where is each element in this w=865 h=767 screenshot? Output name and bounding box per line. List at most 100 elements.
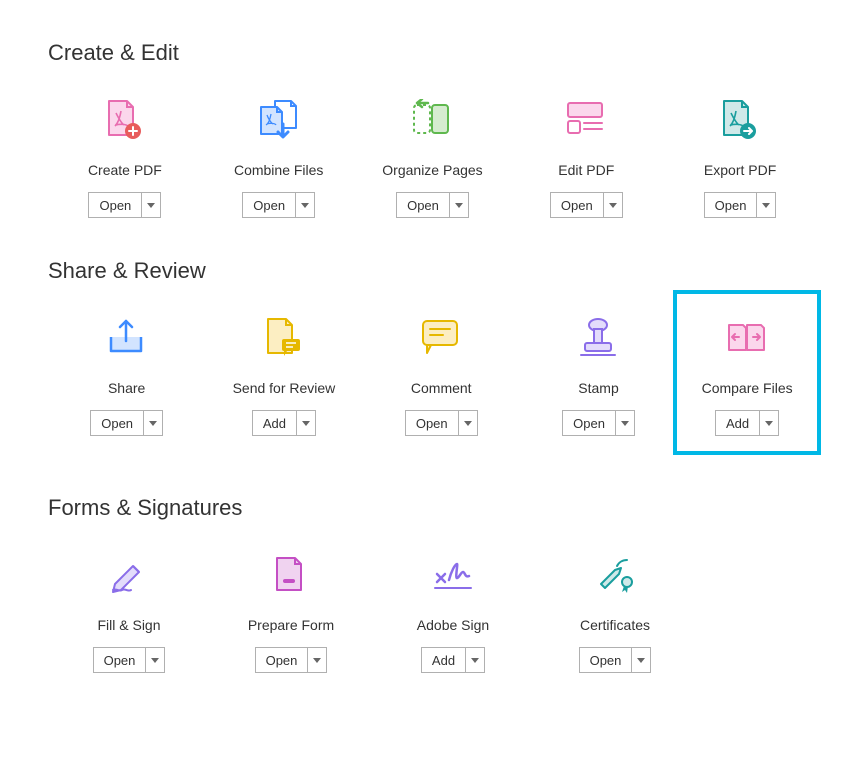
tool-label: Certificates bbox=[580, 617, 650, 633]
organize-pages-icon bbox=[410, 96, 454, 144]
open-button[interactable]: Open bbox=[256, 648, 309, 672]
comment-icon bbox=[419, 314, 463, 362]
action-split-button: Open bbox=[90, 410, 163, 436]
action-split-button: Open bbox=[550, 192, 623, 218]
chevron-down-icon bbox=[301, 203, 309, 208]
open-button[interactable]: Open bbox=[94, 648, 147, 672]
open-button[interactable]: Open bbox=[563, 411, 616, 435]
tool-create-pdf[interactable]: Create PDF Open bbox=[48, 96, 202, 218]
action-split-button: Open bbox=[93, 647, 166, 673]
open-button[interactable]: Open bbox=[397, 193, 450, 217]
tool-label: Create PDF bbox=[88, 162, 162, 178]
tool-label: Combine Files bbox=[234, 162, 323, 178]
tool-stamp[interactable]: Stamp Open bbox=[520, 314, 677, 455]
open-button[interactable]: Open bbox=[580, 648, 633, 672]
dropdown-caret-button[interactable] bbox=[450, 193, 468, 217]
tool-share[interactable]: Share Open bbox=[48, 314, 205, 455]
send-review-icon bbox=[262, 314, 306, 362]
open-button[interactable]: Open bbox=[91, 411, 144, 435]
create-pdf-icon bbox=[103, 96, 147, 144]
chevron-down-icon bbox=[621, 421, 629, 426]
open-button[interactable]: Open bbox=[551, 193, 604, 217]
tool-adobe-sign[interactable]: Adobe Sign Add bbox=[372, 551, 534, 673]
section-title: Create & Edit bbox=[48, 40, 817, 66]
tool-export-pdf[interactable]: Export PDF Open bbox=[663, 96, 817, 218]
open-button[interactable]: Open bbox=[89, 193, 142, 217]
dropdown-caret-button[interactable] bbox=[757, 193, 775, 217]
tool-comment[interactable]: Comment Open bbox=[363, 314, 520, 455]
action-split-button: Open bbox=[242, 192, 315, 218]
action-split-button: Open bbox=[579, 647, 652, 673]
stamp-icon bbox=[577, 314, 621, 362]
dropdown-caret-button[interactable] bbox=[632, 648, 650, 672]
action-split-button: Open bbox=[255, 647, 328, 673]
dropdown-caret-button[interactable] bbox=[459, 411, 477, 435]
tool-label: Edit PDF bbox=[558, 162, 614, 178]
action-split-button: Add bbox=[715, 410, 779, 436]
tool-certificates[interactable]: Certificates Open bbox=[534, 551, 696, 673]
open-button[interactable]: Open bbox=[406, 411, 459, 435]
compare-files-icon bbox=[725, 314, 769, 362]
add-button[interactable]: Add bbox=[422, 648, 466, 672]
action-split-button: Open bbox=[704, 192, 777, 218]
tool-send-review[interactable]: Send for Review Add bbox=[205, 314, 362, 455]
action-split-button: Open bbox=[562, 410, 635, 436]
chevron-down-icon bbox=[762, 203, 770, 208]
add-button[interactable]: Add bbox=[253, 411, 297, 435]
tool-label: Send for Review bbox=[233, 380, 336, 396]
tool-label: Prepare Form bbox=[248, 617, 334, 633]
tool-label: Share bbox=[108, 380, 145, 396]
tool-compare-files[interactable]: Compare FilesAdd bbox=[673, 290, 821, 455]
tool-label: Adobe Sign bbox=[417, 617, 489, 633]
action-split-button: Open bbox=[88, 192, 161, 218]
combine-files-icon bbox=[257, 96, 301, 144]
tool-fill-sign[interactable]: Fill & Sign Open bbox=[48, 551, 210, 673]
tool-organize-pages[interactable]: Organize Pages Open bbox=[356, 96, 510, 218]
dropdown-caret-button[interactable] bbox=[146, 648, 164, 672]
fill-sign-icon bbox=[107, 551, 151, 599]
tool-label: Fill & Sign bbox=[97, 617, 160, 633]
chevron-down-icon bbox=[151, 658, 159, 663]
action-split-button: Open bbox=[405, 410, 478, 436]
tool-label: Export PDF bbox=[704, 162, 776, 178]
certificates-icon bbox=[593, 551, 637, 599]
dropdown-caret-button[interactable] bbox=[144, 411, 162, 435]
action-split-button: Open bbox=[396, 192, 469, 218]
chevron-down-icon bbox=[313, 658, 321, 663]
dropdown-caret-button[interactable] bbox=[466, 648, 484, 672]
section-title: Share & Review bbox=[48, 258, 817, 284]
dropdown-caret-button[interactable] bbox=[296, 193, 314, 217]
action-split-button: Add bbox=[421, 647, 485, 673]
adobe-sign-icon bbox=[431, 551, 475, 599]
dropdown-caret-button[interactable] bbox=[297, 411, 315, 435]
tool-row: Create PDFOpenCombine FilesOpenOrganize … bbox=[48, 96, 817, 218]
tool-row: ShareOpenSend for ReviewAddCommentOpenSt… bbox=[48, 314, 817, 455]
edit-pdf-icon bbox=[564, 96, 608, 144]
section-title: Forms & Signatures bbox=[48, 495, 817, 521]
dropdown-caret-button[interactable] bbox=[760, 411, 778, 435]
chevron-down-icon bbox=[471, 658, 479, 663]
open-button[interactable]: Open bbox=[705, 193, 758, 217]
chevron-down-icon bbox=[149, 421, 157, 426]
chevron-down-icon bbox=[464, 421, 472, 426]
action-split-button: Add bbox=[252, 410, 316, 436]
tool-label: Comment bbox=[411, 380, 472, 396]
chevron-down-icon bbox=[455, 203, 463, 208]
tool-combine-files[interactable]: Combine Files Open bbox=[202, 96, 356, 218]
open-button[interactable]: Open bbox=[243, 193, 296, 217]
tool-row: Fill & Sign Open Prepare Form Open Adobe Sig… bbox=[48, 551, 817, 673]
tool-prepare-form[interactable]: Prepare Form Open bbox=[210, 551, 372, 673]
dropdown-caret-button[interactable] bbox=[604, 193, 622, 217]
dropdown-caret-button[interactable] bbox=[308, 648, 326, 672]
chevron-down-icon bbox=[765, 421, 773, 426]
dropdown-caret-button[interactable] bbox=[142, 193, 160, 217]
share-icon bbox=[105, 314, 149, 362]
prepare-form-icon bbox=[269, 551, 313, 599]
dropdown-caret-button[interactable] bbox=[616, 411, 634, 435]
chevron-down-icon bbox=[609, 203, 617, 208]
tool-edit-pdf[interactable]: Edit PDF Open bbox=[509, 96, 663, 218]
chevron-down-icon bbox=[147, 203, 155, 208]
add-button[interactable]: Add bbox=[716, 411, 760, 435]
tool-label: Stamp bbox=[578, 380, 618, 396]
tool-label: Organize Pages bbox=[382, 162, 482, 178]
